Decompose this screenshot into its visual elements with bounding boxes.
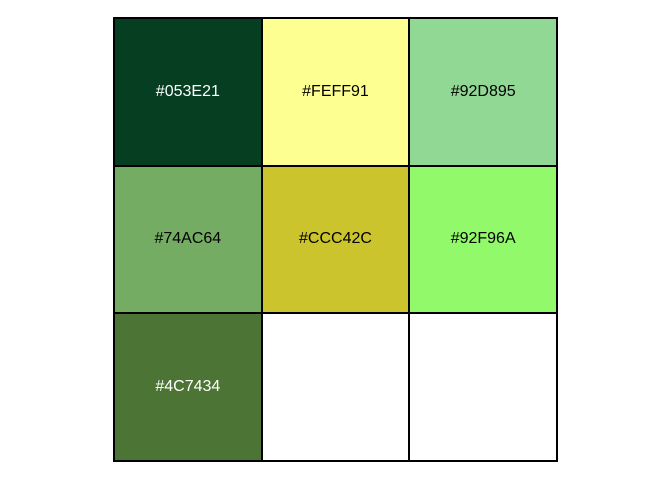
- color-swatch: #053E21: [114, 18, 262, 166]
- color-swatch: #CCC42C: [261, 165, 410, 314]
- empty-swatch: [409, 313, 557, 461]
- color-swatch: #FEFF91: [261, 18, 410, 166]
- color-swatch: #74AC64: [114, 165, 262, 314]
- swatch-label: #92F96A: [450, 230, 516, 248]
- empty-swatch: [261, 313, 410, 461]
- swatch-label: #92D895: [450, 82, 516, 100]
- swatch-label: #FEFF91: [302, 82, 369, 100]
- swatch-label: #74AC64: [154, 230, 222, 248]
- color-swatch: #92D895: [409, 18, 557, 166]
- swatch-label: #CCC42C: [299, 230, 372, 248]
- color-swatch: #4C7434: [114, 313, 262, 461]
- color-swatch: #92F96A: [409, 165, 557, 314]
- color-swatch-grid: #053E21 #FEFF91 #92D895 #74AC64 #CCC42C …: [113, 17, 558, 462]
- swatch-label: #053E21: [155, 82, 220, 100]
- swatch-label: #4C7434: [155, 378, 221, 396]
